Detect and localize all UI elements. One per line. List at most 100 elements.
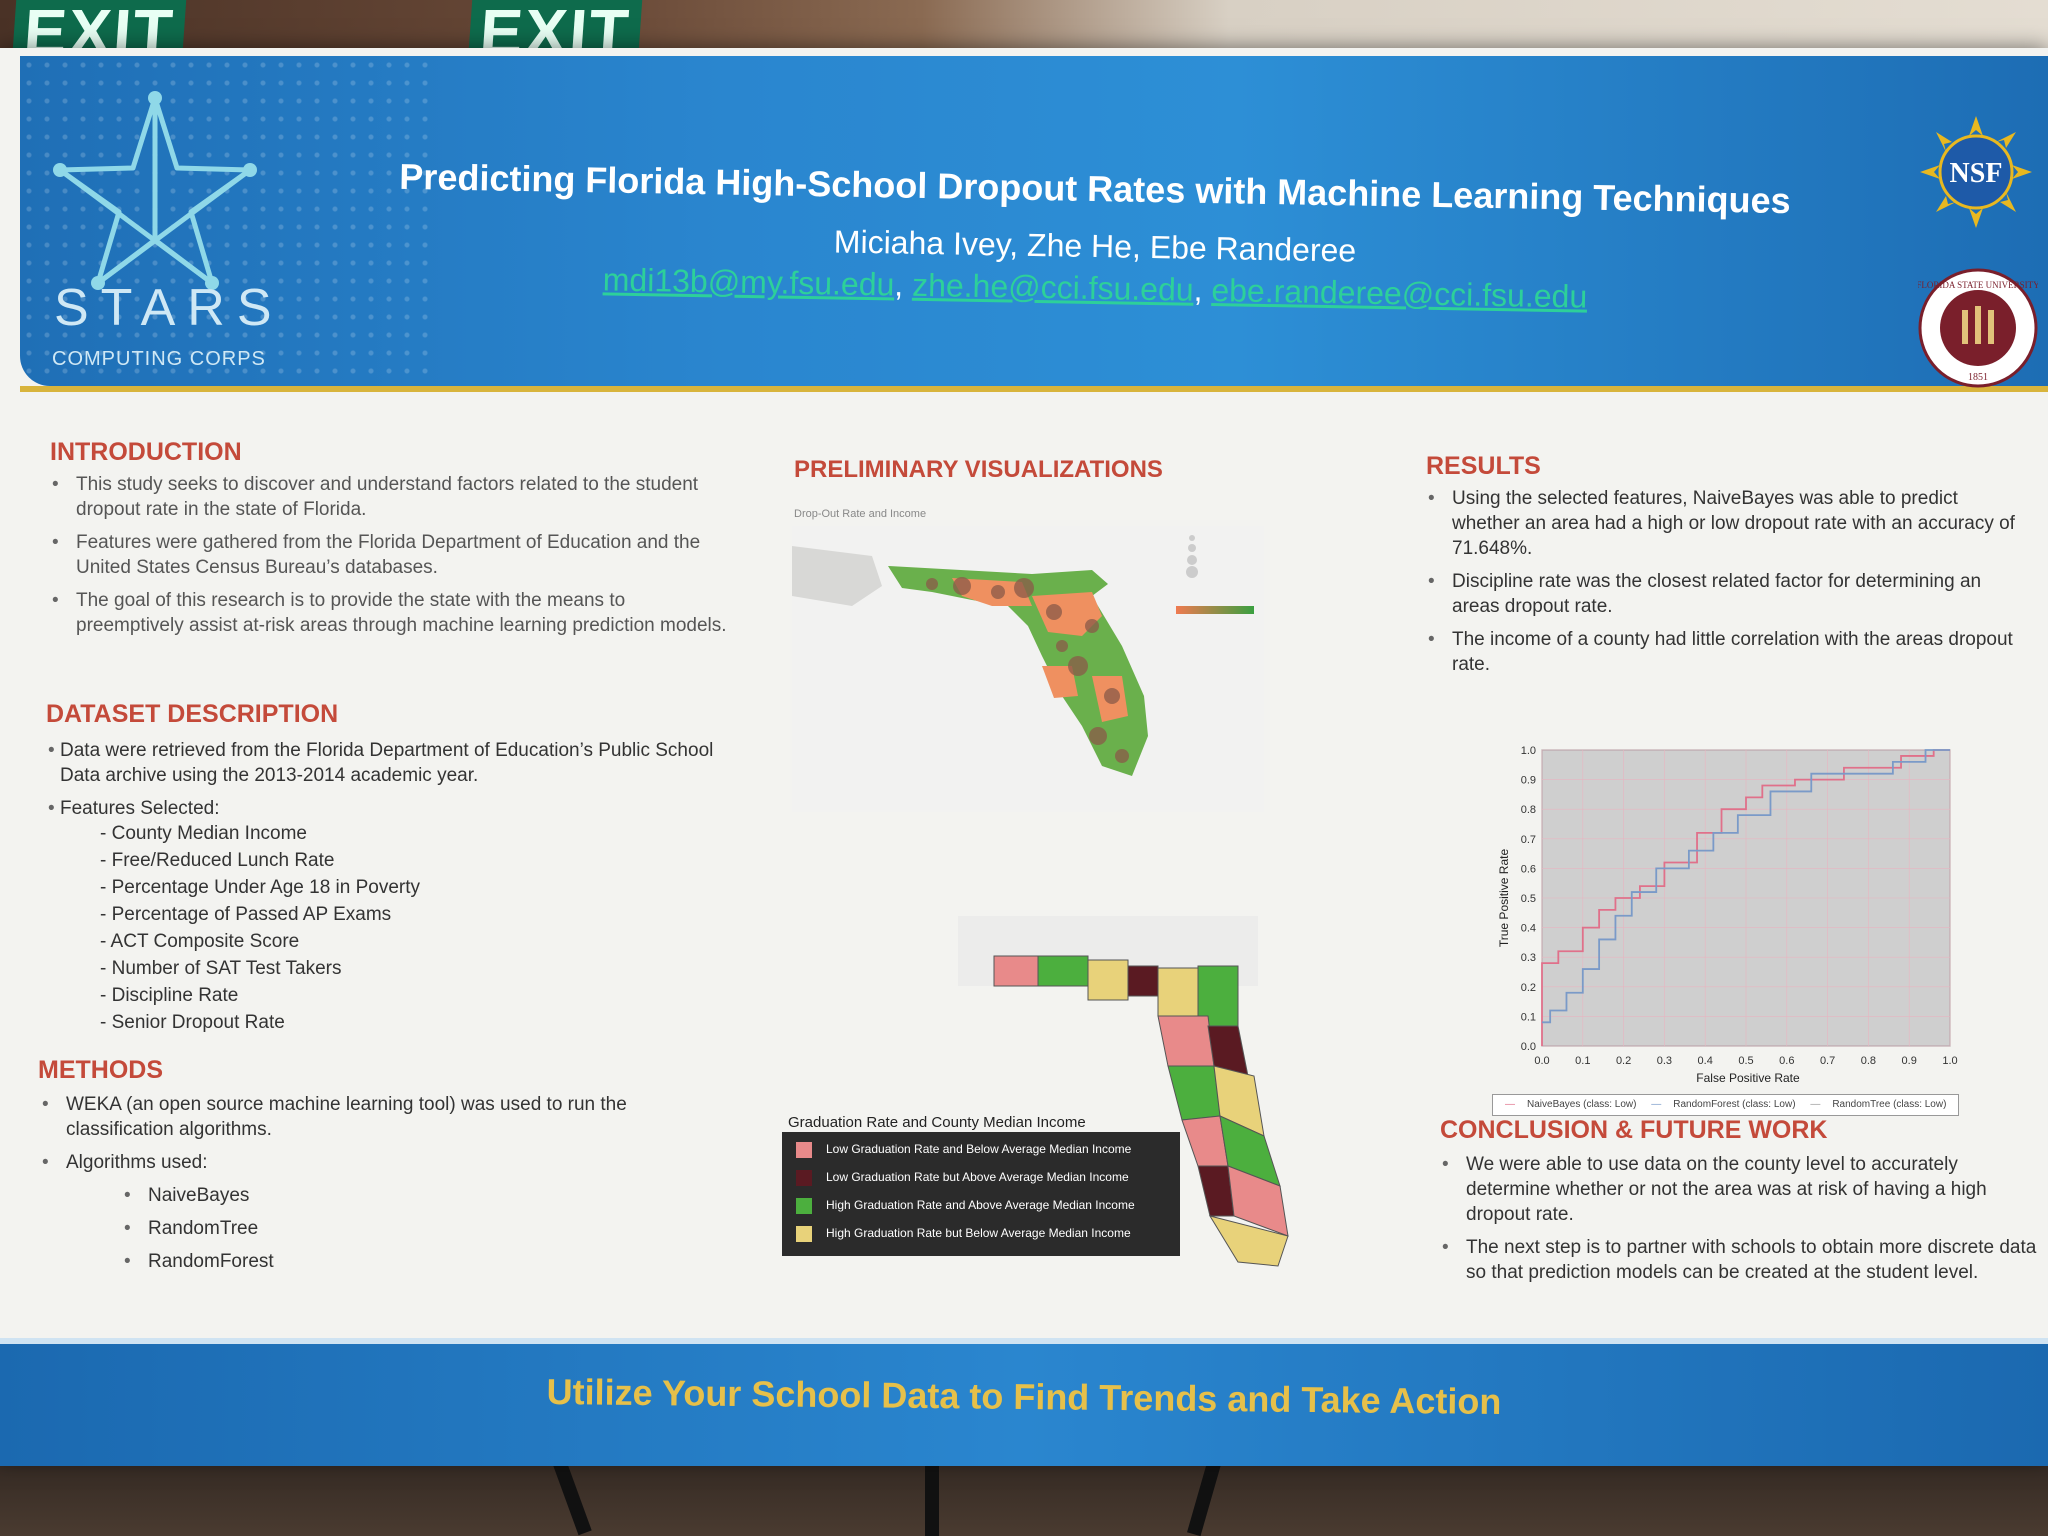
email-link-2[interactable]: zhe.he@cci.fsu.edu bbox=[911, 266, 1194, 308]
roc-y-tick: 0.9 bbox=[1521, 775, 1536, 787]
roc-y-tick: 0.0 bbox=[1521, 1041, 1536, 1053]
roc-y-ticks: 0.0 0.1 0.2 0.3 0.4 0.5 0.6 0.7 0.8 0.9 1.0 bbox=[1521, 745, 1536, 1053]
map2-legend-title: Graduation Rate and County Median Income bbox=[788, 1114, 1086, 1131]
feature-item: - Number of SAT Test Takers bbox=[100, 958, 342, 979]
roc-x-tick: 0.3 bbox=[1657, 1055, 1672, 1067]
roc-legend: — NaiveBayes (class: Low) — RandomForest (… bbox=[1492, 1094, 1959, 1116]
poster-header bbox=[20, 56, 2048, 386]
introduction-heading: INTRODUCTION bbox=[50, 438, 242, 466]
email-separator: , bbox=[1193, 271, 1203, 308]
methods-body: WEKA (an open source machine learning to… bbox=[38, 1092, 738, 1282]
roc-y-tick: 1.0 bbox=[1521, 745, 1536, 757]
results-heading: RESULTS bbox=[1426, 452, 1541, 480]
feature-item: - Senior Dropout Rate bbox=[100, 1012, 285, 1033]
roc-y-tick: 0.2 bbox=[1521, 982, 1536, 994]
legend-swatch bbox=[796, 1226, 812, 1242]
legend-swatch bbox=[796, 1198, 812, 1214]
email-link-3[interactable]: ebe.randeree@cci.fsu.edu bbox=[1211, 272, 1588, 315]
methods-heading: METHODS bbox=[38, 1056, 163, 1084]
map2-legend: Low Graduation Rate and Below Average Me… bbox=[782, 1132, 1180, 1256]
roc-x-tick: 0.4 bbox=[1698, 1055, 1713, 1067]
algorithm-item: RandomTree bbox=[120, 1216, 738, 1241]
feature-item: - Percentage of Passed AP Exams bbox=[100, 904, 392, 925]
algorithm-item: RandomForest bbox=[120, 1249, 738, 1274]
roc-x-tick: 0.7 bbox=[1820, 1055, 1835, 1067]
roc-x-label: False Positive Rate bbox=[1696, 1071, 1800, 1085]
roc-x-tick: 0.5 bbox=[1738, 1055, 1753, 1067]
dataset-bullet: Features Selected: bbox=[44, 796, 744, 821]
roc-y-tick: 0.6 bbox=[1521, 863, 1536, 875]
algorithm-list: NaiveBayes RandomTree RandomForest bbox=[120, 1183, 738, 1274]
roc-legend-item: RandomForest (class: Low) bbox=[1673, 1099, 1796, 1110]
graduation-income-map bbox=[958, 916, 1289, 1267]
results-bullet: The income of a county had little correl… bbox=[1424, 627, 2024, 677]
results-bullet: Using the selected features, NaiveBayes … bbox=[1424, 486, 2024, 561]
feature-item: - Free/Reduced Lunch Rate bbox=[100, 850, 335, 871]
feature-item: - Percentage Under Age 18 in Poverty bbox=[100, 877, 421, 898]
legend-swatch bbox=[796, 1170, 812, 1186]
roc-x-ticks: 0.0 0.1 0.2 0.3 0.4 0.5 0.6 0.7 0.8 0.9 1.0 bbox=[1534, 1055, 1957, 1067]
legend-row: High Graduation Rate and Above Average M… bbox=[792, 1192, 1172, 1220]
roc-y-tick: 0.4 bbox=[1521, 923, 1536, 935]
legend-label: Low Graduation Rate but Above Average Me… bbox=[826, 1170, 1129, 1184]
roc-y-label: True Positive Rate bbox=[1497, 849, 1511, 948]
methods-bullet: Algorithms used: bbox=[38, 1150, 738, 1175]
roc-series-line bbox=[1542, 749, 1950, 1024]
nsf-logo: NSF bbox=[1920, 116, 2032, 228]
poster-footer bbox=[0, 1338, 2048, 1466]
roc-grid bbox=[1541, 749, 1951, 1047]
map1-caption: Drop-Out Rate and Income bbox=[794, 508, 927, 520]
feature-item: - County Median Income bbox=[100, 823, 307, 844]
feature-item: - ACT Composite Score bbox=[100, 931, 300, 952]
introduction-bullet: The goal of this research is to provide … bbox=[48, 588, 738, 638]
legend-row: High Graduation Rate but Below Average M… bbox=[792, 1220, 1172, 1248]
results-bullet: Discipline rate was the closest related … bbox=[1424, 569, 2024, 619]
results-body: Using the selected features, NaiveBayes … bbox=[1424, 486, 2024, 685]
visualizations-heading: PRELIMINARY VISUALIZATIONS bbox=[794, 456, 1163, 483]
map1-legend bbox=[1176, 535, 1254, 614]
conclusion-heading: CONCLUSION & FUTURE WORK bbox=[1440, 1116, 1828, 1144]
roc-y-tick: 0.3 bbox=[1521, 952, 1536, 964]
stars-logo-text: STARS bbox=[54, 279, 284, 337]
svg-text:1851: 1851 bbox=[1968, 372, 1988, 383]
fsu-seal: FLORIDA STATE UNIVERSITY 1851 bbox=[1918, 268, 2038, 388]
legend-label: High Graduation Rate and Above Average M… bbox=[826, 1198, 1135, 1212]
methods-bullet: WEKA (an open source machine learning to… bbox=[38, 1092, 738, 1142]
roc-legend-item: NaiveBayes (class: Low) bbox=[1527, 1099, 1637, 1110]
roc-series-line bbox=[1541, 749, 1950, 1046]
conclusion-bullet: We were able to use data on the county l… bbox=[1438, 1152, 2038, 1227]
roc-chart: 0.0 0.1 0.2 0.3 0.4 0.5 0.6 0.7 0.8 0.9 1.0 0.0 0.1… bbox=[1497, 745, 1958, 1085]
svg-text:NSF: NSF bbox=[1950, 158, 2003, 189]
introduction-bullet: Features were gathered from the Florida … bbox=[48, 530, 738, 580]
legend-label: High Graduation Rate but Below Average M… bbox=[826, 1226, 1131, 1240]
dataset-body: Data were retrieved from the Florida Dep… bbox=[44, 738, 744, 1037]
email-link-1[interactable]: mdi13b@my.fsu.edu bbox=[602, 261, 895, 303]
roc-x-tick: 0.9 bbox=[1902, 1055, 1917, 1067]
dataset-bullet: Data were retrieved from the Florida Dep… bbox=[44, 738, 744, 788]
stars-star-icon bbox=[53, 91, 257, 290]
roc-x-tick: 0.8 bbox=[1861, 1055, 1876, 1067]
legend-row: Low Graduation Rate and Below Average Me… bbox=[792, 1136, 1172, 1164]
stars-logo-subtitle: COMPUTING CORPS bbox=[52, 348, 266, 370]
roc-series bbox=[1541, 749, 1950, 1046]
legend-row: Low Graduation Rate but Above Average Me… bbox=[792, 1164, 1172, 1192]
roc-x-tick: 0.2 bbox=[1616, 1055, 1631, 1067]
conclusion-bullet: The next step is to partner with schools… bbox=[1438, 1235, 2038, 1285]
roc-x-tick: 0.6 bbox=[1779, 1055, 1794, 1067]
roc-y-tick: 0.1 bbox=[1521, 1011, 1536, 1023]
dataset-heading: DATASET DESCRIPTION bbox=[46, 700, 339, 728]
header-stripe bbox=[20, 386, 2048, 392]
email-separator: , bbox=[894, 266, 904, 303]
introduction-body: This study seeks to discover and underst… bbox=[48, 472, 738, 646]
roc-x-tick: 0.1 bbox=[1575, 1055, 1590, 1067]
header-dot-pattern bbox=[20, 56, 440, 386]
conclusion-body: We were able to use data on the county l… bbox=[1438, 1152, 2038, 1293]
roc-x-tick: 1.0 bbox=[1942, 1055, 1957, 1067]
dropout-income-map bbox=[792, 526, 1264, 812]
algorithm-item: NaiveBayes bbox=[120, 1183, 738, 1208]
feature-list: - County Median Income - Free/Reduced Lu… bbox=[100, 821, 744, 1035]
feature-item: - Discipline Rate bbox=[100, 985, 239, 1006]
svg-text:FLORIDA STATE UNIVERSITY: FLORIDA STATE UNIVERSITY bbox=[1918, 280, 2038, 290]
poster: STARS COMPUTING CORPS Predicting Florida… bbox=[0, 48, 2048, 1466]
roc-y-tick: 0.8 bbox=[1521, 804, 1536, 816]
